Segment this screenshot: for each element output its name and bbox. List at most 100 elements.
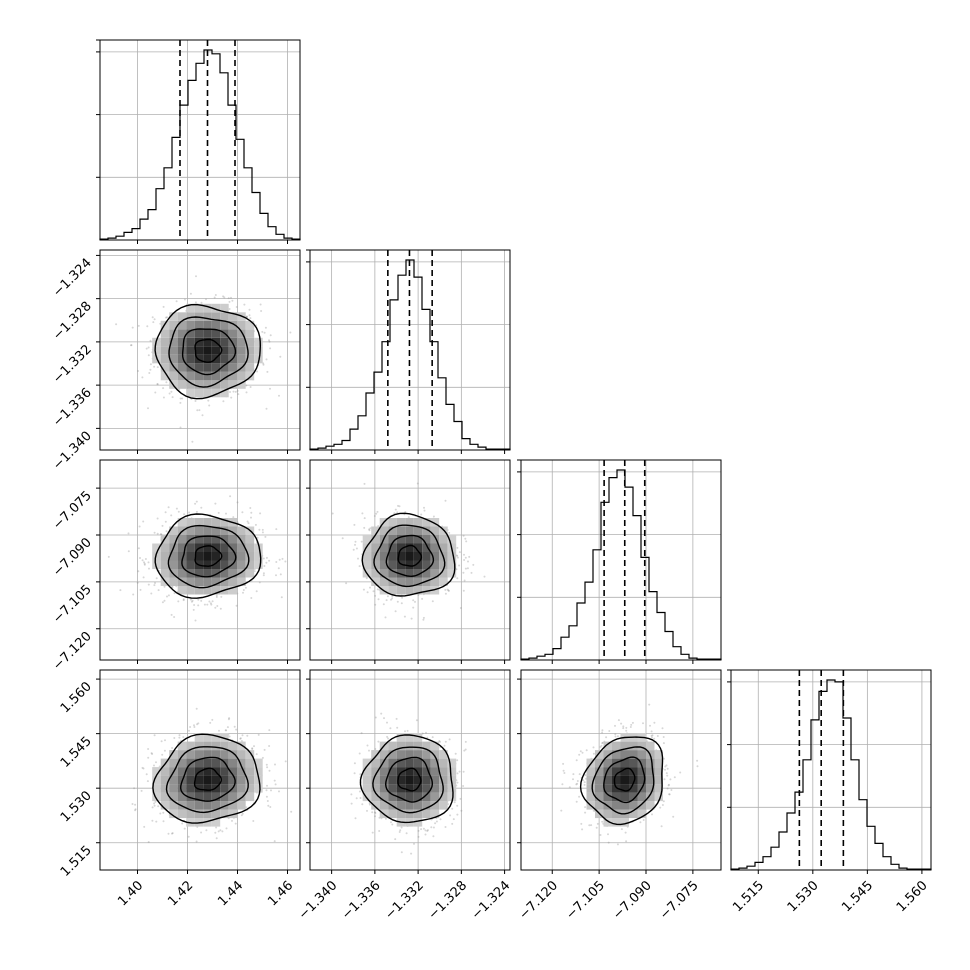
scatter-point bbox=[422, 827, 425, 830]
scatter-point bbox=[460, 809, 463, 812]
scatter-point bbox=[398, 831, 401, 833]
density-cell bbox=[177, 380, 187, 389]
density-cell bbox=[362, 552, 372, 561]
density-cell bbox=[220, 809, 229, 819]
scatter-point bbox=[576, 782, 579, 785]
density-cell bbox=[379, 775, 389, 785]
scatter-point bbox=[359, 773, 362, 776]
scatter-point bbox=[154, 800, 157, 803]
density-cell bbox=[228, 337, 238, 347]
y-tick-label: −7.105 bbox=[50, 582, 95, 627]
density-cell bbox=[203, 758, 212, 768]
density-cell bbox=[177, 552, 187, 561]
scatter-point bbox=[255, 590, 258, 593]
density-cell bbox=[371, 569, 380, 578]
density-cell bbox=[211, 560, 221, 569]
density-cell bbox=[237, 784, 246, 793]
scatter-point bbox=[161, 524, 164, 527]
density-cell bbox=[194, 586, 204, 595]
density-cell bbox=[169, 526, 178, 535]
scatter-point bbox=[144, 558, 147, 560]
scatter-point bbox=[194, 400, 197, 402]
scatter-point bbox=[289, 331, 292, 334]
density-cell bbox=[220, 784, 229, 793]
scatter-point bbox=[269, 806, 272, 808]
density-cell bbox=[430, 758, 440, 768]
scatter-point bbox=[352, 548, 355, 551]
density-cell bbox=[422, 801, 431, 810]
scatter-point bbox=[625, 726, 628, 729]
density-cell bbox=[186, 775, 195, 785]
scatter-point bbox=[275, 528, 278, 531]
scatter-point bbox=[127, 532, 130, 535]
density-cell bbox=[413, 586, 423, 595]
scatter-point bbox=[389, 727, 392, 730]
density-cell bbox=[586, 767, 595, 776]
density-cell bbox=[237, 801, 246, 810]
scatter-point bbox=[182, 736, 185, 739]
scatter-point bbox=[194, 619, 197, 622]
scatter-point bbox=[131, 326, 134, 329]
scatter-point bbox=[363, 517, 366, 520]
scatter-point bbox=[355, 547, 358, 550]
density-cell bbox=[203, 354, 212, 364]
density-cell bbox=[637, 775, 646, 785]
density-cell bbox=[413, 518, 423, 527]
density-cell bbox=[254, 784, 263, 793]
scatter-point bbox=[183, 827, 186, 830]
scatter-point bbox=[362, 588, 365, 591]
scatter-point bbox=[163, 599, 166, 602]
scatter-point bbox=[384, 817, 387, 820]
scatter-point bbox=[165, 381, 168, 384]
scatter-point bbox=[462, 785, 465, 787]
scatter-point bbox=[228, 717, 231, 720]
scatter-point bbox=[248, 314, 251, 317]
density-cell bbox=[439, 792, 448, 802]
scatter-point bbox=[214, 831, 217, 834]
scatter-point bbox=[465, 540, 468, 543]
density-cell bbox=[405, 552, 414, 561]
scatter-point bbox=[373, 811, 376, 814]
density-cell bbox=[228, 329, 238, 338]
density-cell bbox=[177, 577, 187, 586]
x-tick-label: 1.530 bbox=[785, 878, 822, 915]
scatter-point bbox=[159, 812, 162, 815]
density-cell bbox=[160, 552, 170, 561]
density-cell bbox=[603, 741, 612, 751]
density-cell bbox=[194, 329, 204, 338]
density-cell bbox=[186, 354, 195, 364]
scatter-point bbox=[153, 318, 156, 321]
scatter-point bbox=[483, 575, 486, 578]
density-cell bbox=[186, 543, 195, 552]
density-cell bbox=[220, 560, 229, 569]
density-cell bbox=[371, 767, 380, 776]
density-cell bbox=[422, 767, 431, 776]
scatter-point bbox=[366, 744, 369, 747]
density-cell bbox=[629, 809, 638, 819]
scatter-point bbox=[279, 355, 282, 358]
scatter-point bbox=[601, 742, 604, 745]
x-tick-label: 1.44 bbox=[215, 878, 246, 909]
scatter-point bbox=[165, 530, 168, 533]
density-cell bbox=[405, 569, 414, 578]
density-cell bbox=[169, 535, 178, 544]
density-cell bbox=[203, 809, 212, 819]
density-cell bbox=[413, 535, 423, 544]
scatter-point bbox=[179, 401, 182, 404]
scatter-point bbox=[147, 756, 150, 759]
density-cell bbox=[245, 329, 255, 338]
density-cell bbox=[439, 543, 448, 552]
scatter-point bbox=[226, 726, 229, 729]
density-cell bbox=[371, 801, 380, 810]
scatter-point bbox=[614, 735, 617, 738]
scatter-point bbox=[462, 571, 465, 574]
density-cell bbox=[177, 741, 187, 751]
density-cell bbox=[422, 586, 431, 595]
density-cell bbox=[186, 560, 195, 569]
scatter-point bbox=[448, 531, 451, 534]
density-cell bbox=[211, 809, 221, 819]
density-cell bbox=[430, 741, 440, 751]
density-cell bbox=[160, 784, 170, 793]
scatter-point bbox=[189, 726, 192, 728]
scatter-point bbox=[592, 746, 595, 749]
